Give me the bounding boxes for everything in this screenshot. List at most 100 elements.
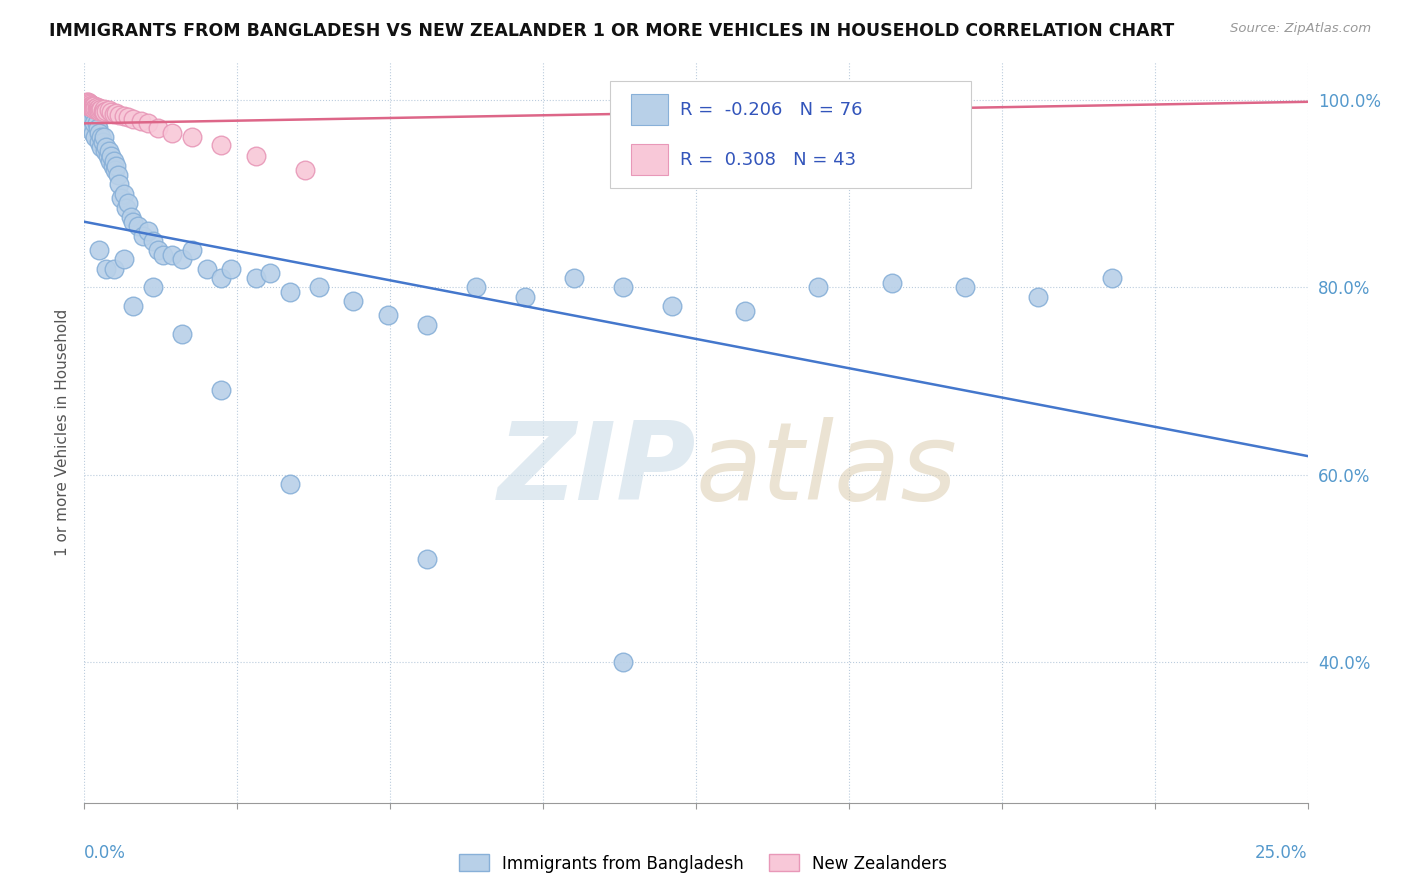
Point (80, 97, 103, 112)
Point (79, 112, 101, 126)
Point (377, 309, 399, 323)
Point (86, 103, 108, 118)
Point (880, 276, 903, 290)
Point (79, 96, 101, 111)
Text: 0.0%: 0.0% (84, 844, 127, 862)
Point (80, 100, 103, 114)
Point (209, 271, 232, 285)
Point (87, 104, 110, 119)
Bar (631, 145, 668, 175)
Point (100, 105, 122, 120)
Point (136, 224, 159, 238)
Point (278, 285, 301, 299)
Point (84, 130, 107, 145)
Text: ZIP: ZIP (498, 417, 696, 523)
Point (87, 243, 110, 257)
Point (117, 196, 139, 211)
Point (93, 103, 115, 117)
Point (76, 95, 98, 109)
Point (82, 101, 104, 115)
Point (82, 98, 104, 112)
Point (172, 252, 194, 267)
Point (79, 99, 101, 113)
Point (101, 159, 124, 173)
Point (734, 303, 756, 318)
Point (98, 153, 121, 168)
Legend: Immigrants from Bangladesh, New Zealanders: Immigrants from Bangladesh, New Zealande… (453, 847, 953, 880)
Text: R =  0.308   N = 43: R = 0.308 N = 43 (681, 151, 856, 169)
Text: IMMIGRANTS FROM BANGLADESH VS NEW ZEALANDER 1 OR MORE VEHICLES IN HOUSEHOLD CORR: IMMIGRANTS FROM BANGLADESH VS NEW ZEALAN… (49, 22, 1174, 40)
Point (77, 116, 100, 130)
Point (96, 140, 118, 154)
Point (807, 280, 830, 294)
Point (132, 228, 155, 243)
Point (94, 145, 117, 159)
Point (195, 261, 218, 276)
Point (107, 168, 129, 182)
Point (86, 116, 108, 130)
Point (122, 215, 145, 229)
Point (87, 101, 110, 115)
Point (416, 552, 439, 566)
Point (953, 280, 976, 294)
Point (107, 108, 129, 122)
FancyBboxPatch shape (610, 81, 972, 188)
Point (76, 95, 98, 109)
Text: R =  -0.206   N = 76: R = -0.206 N = 76 (681, 101, 862, 119)
Point (105, 159, 128, 173)
Point (77, 98, 100, 112)
Point (86, 100, 108, 114)
Point (90, 140, 112, 154)
Point (464, 280, 486, 294)
Point (661, 299, 683, 313)
Point (77, 97, 100, 112)
Point (117, 110, 139, 124)
Point (77, 99, 100, 113)
Point (83, 103, 105, 117)
Point (152, 247, 174, 261)
Point (513, 290, 536, 304)
Point (76, 96, 98, 111)
Point (96, 261, 118, 276)
Point (87, 126, 110, 140)
Text: 25.0%: 25.0% (1256, 844, 1308, 862)
Point (209, 137, 232, 152)
Point (181, 243, 204, 257)
Point (91, 135, 114, 149)
Point (112, 109, 135, 123)
Point (122, 112, 145, 126)
Point (245, 149, 267, 163)
Point (103, 153, 125, 168)
Point (77, 95, 100, 110)
Point (127, 219, 149, 234)
Point (162, 247, 184, 261)
Point (612, 655, 634, 669)
Point (97, 149, 120, 163)
Point (122, 299, 145, 313)
Point (87, 103, 110, 117)
Point (142, 234, 165, 248)
Point (562, 271, 585, 285)
Point (96, 104, 118, 119)
Point (110, 191, 132, 205)
Point (105, 106, 128, 120)
Point (146, 121, 169, 136)
Point (97, 103, 120, 118)
Point (90, 103, 112, 117)
Point (89, 103, 111, 118)
Point (107, 178, 129, 192)
Point (93, 105, 115, 120)
Point (80, 121, 103, 136)
Point (308, 280, 330, 294)
Point (416, 318, 439, 332)
Point (104, 163, 127, 178)
Point (112, 186, 135, 201)
Point (219, 261, 242, 276)
Point (77, 107, 100, 121)
Point (142, 280, 165, 294)
Point (91, 104, 114, 119)
Point (103, 107, 125, 121)
Point (278, 477, 301, 491)
Point (294, 163, 316, 178)
Point (112, 252, 135, 267)
